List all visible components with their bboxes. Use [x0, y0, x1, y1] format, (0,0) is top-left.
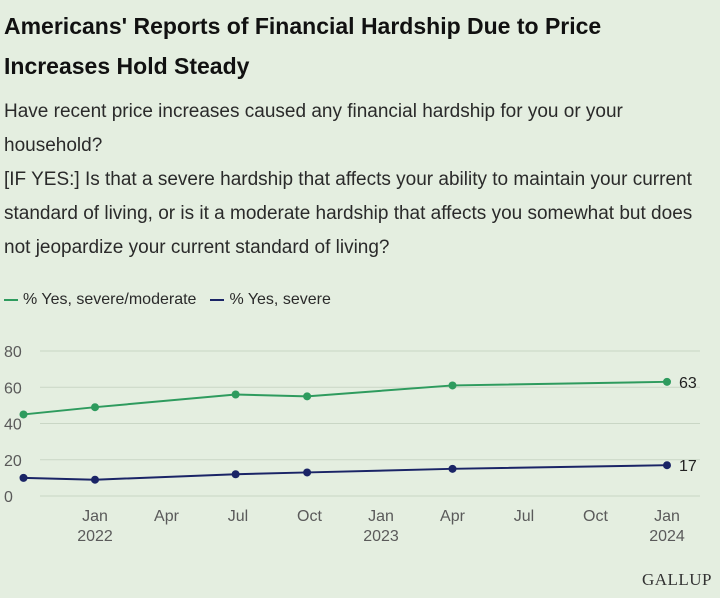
end-label-1: 17	[679, 458, 697, 475]
x-tick-year-8: 2024	[649, 528, 685, 545]
x-tick-year-4: 2023	[363, 528, 399, 545]
data-point-0-4	[448, 381, 457, 390]
x-tick-label-5: Apr	[440, 508, 466, 525]
x-tick-year-0: 2022	[77, 528, 113, 545]
y-tick-label-40: 40	[4, 417, 22, 434]
data-point-1-5	[663, 461, 671, 470]
survey-question: Have recent price increases caused any f…	[4, 95, 704, 265]
end-label-0: 63	[679, 375, 697, 392]
series-line-0	[23, 380, 668, 416]
gallup-logo: GALLUP	[641, 570, 712, 589]
data-point-0-2	[231, 390, 240, 399]
x-tick-label-6: Jul	[514, 508, 534, 525]
question-line-2: [IF YES:] Is that a severe hardship that…	[4, 169, 693, 258]
x-tick-label-7: Oct	[583, 508, 608, 525]
series-lines: 63 17	[19, 375, 697, 484]
data-point-1-1	[91, 475, 99, 484]
data-point-0-0	[19, 410, 28, 419]
x-tick-label-8: Jan	[654, 508, 680, 525]
data-point-0-1	[91, 403, 99, 412]
chart-title: Americans' Reports of Financial Hardship…	[4, 13, 602, 79]
data-point-1-2	[231, 470, 240, 479]
x-tick-label-2: Jul	[228, 508, 248, 525]
x-tick-label-3: Oct	[297, 508, 322, 525]
legend-swatch-severe	[210, 299, 225, 301]
data-point-1-0	[19, 473, 28, 482]
legend-label-severe-moderate: % Yes, severe/moderate	[23, 291, 197, 308]
y-tick-label-0: 0	[4, 489, 13, 506]
legend-label-severe: % Yes, severe	[229, 291, 331, 308]
grid-lines	[40, 350, 700, 497]
x-tick-label-4: Jan	[368, 508, 394, 525]
data-point-1-4	[448, 464, 457, 473]
series-line-1	[23, 464, 668, 481]
question-line-1: Have recent price increases caused any f…	[4, 101, 623, 156]
data-point-1-3	[303, 468, 312, 477]
data-point-0-3	[303, 392, 312, 401]
y-tick-label-80: 80	[4, 344, 22, 361]
y-tick-label-20: 20	[4, 453, 22, 470]
axis-labels: 0 20 40 60 80 Jan 2022 Apr Jul Oct Jan 2023 Apr Jul Oc…	[4, 344, 685, 545]
legend-swatch-severe-moderate	[4, 299, 18, 301]
data-point-0-5	[663, 377, 671, 386]
legend-item-severe: % Yes, severe	[210, 291, 331, 309]
legend-item-severe-moderate: % Yes, severe/moderate	[4, 291, 196, 309]
y-tick-label-60: 60	[4, 380, 22, 397]
x-tick-label-1: Apr	[154, 508, 180, 525]
chart-legend: % Yes, severe/moderate % Yes, severe	[4, 291, 331, 309]
x-tick-label-0: Jan	[82, 508, 108, 525]
